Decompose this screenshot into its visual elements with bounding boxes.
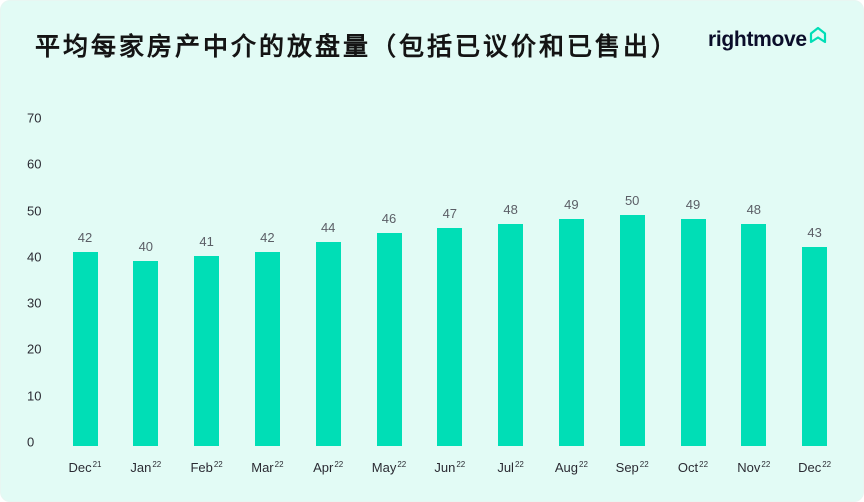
x-tick-label: Jul22 — [497, 460, 524, 475]
x-tick-label: May22 — [371, 460, 407, 475]
x-tick-label: Oct22 — [677, 460, 709, 475]
x-tick-label: Dec21 — [68, 460, 102, 475]
bar-value-label: 48 — [503, 201, 518, 217]
y-tick-label: 50 — [27, 203, 42, 219]
bar-value-label: 41 — [199, 234, 214, 250]
bar — [315, 242, 341, 446]
bar — [680, 219, 706, 446]
y-tick-label: 20 — [27, 341, 42, 357]
x-tick-label: Apr22 — [313, 460, 344, 475]
x-tick-label: Jan22 — [130, 460, 162, 475]
bar-value-label: 43 — [807, 224, 822, 240]
x-tick-label: Sep22 — [615, 460, 649, 475]
x-tick-label: Jun22 — [434, 460, 466, 475]
y-tick-label: 60 — [27, 156, 42, 172]
bar — [498, 223, 524, 446]
bar — [437, 228, 463, 446]
x-tick-label: Nov22 — [737, 460, 771, 475]
bar — [741, 223, 767, 446]
bar — [376, 233, 402, 446]
bar-value-label: 44 — [320, 220, 336, 236]
chart-title: 平均每家房产中介的放盘量（包括已议价和已售出） — [35, 32, 680, 61]
bar-value-label: 40 — [138, 238, 154, 254]
y-tick-label: 30 — [27, 295, 42, 311]
x-tick-label: Dec22 — [798, 460, 832, 475]
bar — [72, 251, 98, 446]
bar-value-label: 49 — [564, 197, 579, 213]
bar-value-label: 47 — [442, 206, 458, 222]
bar — [802, 246, 828, 446]
bar-value-label: 42 — [77, 229, 93, 245]
bar — [194, 256, 220, 446]
x-tick-label: Aug22 — [554, 460, 588, 475]
house-outline-icon — [809, 26, 827, 48]
logo-text: rightmove — [708, 28, 807, 51]
rightmove-logo: rightmove — [708, 26, 827, 53]
y-tick-label: 10 — [27, 388, 42, 404]
bar-value-label: 50 — [624, 192, 640, 208]
bar — [619, 214, 645, 446]
y-tick-label: 0 — [27, 434, 35, 450]
bar — [133, 260, 159, 446]
x-tick-label: Feb22 — [190, 460, 223, 475]
bar — [558, 219, 584, 446]
y-tick-label: 70 — [27, 110, 42, 126]
bar — [254, 251, 280, 446]
y-tick-label: 40 — [27, 249, 42, 265]
bar-value-label: 49 — [685, 197, 701, 213]
bar-value-label: 46 — [381, 211, 397, 227]
x-tick-label: Mar22 — [251, 460, 284, 475]
bar-value-label: 42 — [260, 229, 275, 245]
bar-value-label: 48 — [746, 201, 762, 217]
